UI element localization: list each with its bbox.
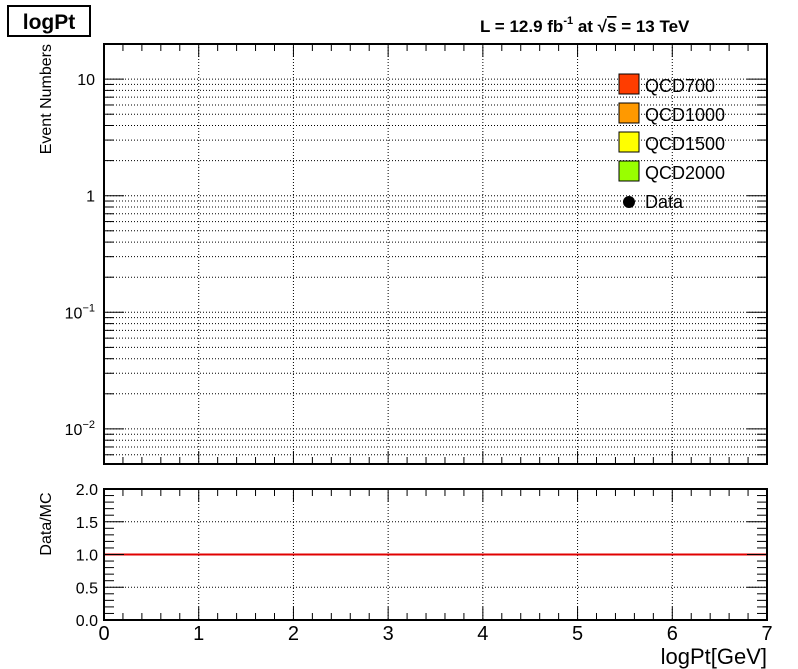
legend-item: QCD1000 [618,102,725,125]
ratio-plot-x-tick-labels: 0 1 2 3 4 5 6 7 [98,623,772,645]
x-tick-label: 2 [288,623,299,645]
ratio-y-tick-label: 0.0 [76,613,98,630]
legend-swatch [618,131,640,153]
legend-marker-data [623,196,635,208]
x-tick-label: 4 [477,623,488,645]
main-plot-ticks [103,44,768,464]
main-plot-y-tick-labels: 10 1 10−1 10−2 [65,72,95,439]
luminosity-text: L = 12.9 fb-1 at √s = 13 TeV [480,15,690,36]
legend: QCD700 QCD1000 QCD1500 QCD2000 Data [618,73,725,212]
ratio-plot-panel: 0.0 0.5 1.0 1.5 2.0 0 1 2 3 4 5 6 7 Data/MC logPt[G… [38,482,773,669]
legend-item: Data [623,192,684,212]
legend-label: QCD1500 [645,134,725,154]
chart-title: logPt [23,11,76,34]
legend-label: QCD1000 [645,105,725,125]
legend-item: QCD1500 [618,131,725,154]
y-tick-label: 10 [77,72,95,89]
legend-swatch [618,73,640,95]
x-tick-label: 6 [667,623,678,645]
ratio-y-tick-label: 1.0 [76,548,98,565]
ratio-y-tick-label: 1.5 [76,515,98,532]
legend-swatch [618,102,640,124]
luminosity-label: L = 12.9 fb-1 at √s = 13 TeV [480,15,690,36]
y-tick-label: 10−2 [65,419,95,439]
main-plot-frame [103,43,768,465]
main-plot-grid [104,44,767,464]
x-tick-label: 7 [761,623,772,645]
ratio-plot-y-tick-labels: 0.0 0.5 1.0 1.5 2.0 [76,482,98,630]
x-axis-title: logPt[GeV] [661,644,767,669]
legend-swatch [618,160,640,182]
main-y-axis-title: Event Numbers [38,44,55,154]
ratio-y-tick-label: 2.0 [76,482,98,499]
x-tick-label: 1 [193,623,204,645]
ratio-plot-ticks [103,488,768,621]
legend-label: QCD700 [645,76,715,96]
y-tick-label: 10−1 [65,302,95,322]
x-tick-label: 0 [98,623,109,645]
x-tick-label: 5 [572,623,583,645]
legend-label: QCD2000 [645,163,725,183]
legend-item: QCD700 [618,73,715,96]
legend-label: Data [645,192,684,212]
y-tick-label: 1 [86,189,95,206]
title-box: logPt [7,5,91,37]
x-tick-label: 3 [383,623,394,645]
ratio-y-tick-label: 0.5 [76,580,98,597]
ratio-y-axis-title: Data/MC [38,492,55,555]
legend-item: QCD2000 [618,160,725,183]
